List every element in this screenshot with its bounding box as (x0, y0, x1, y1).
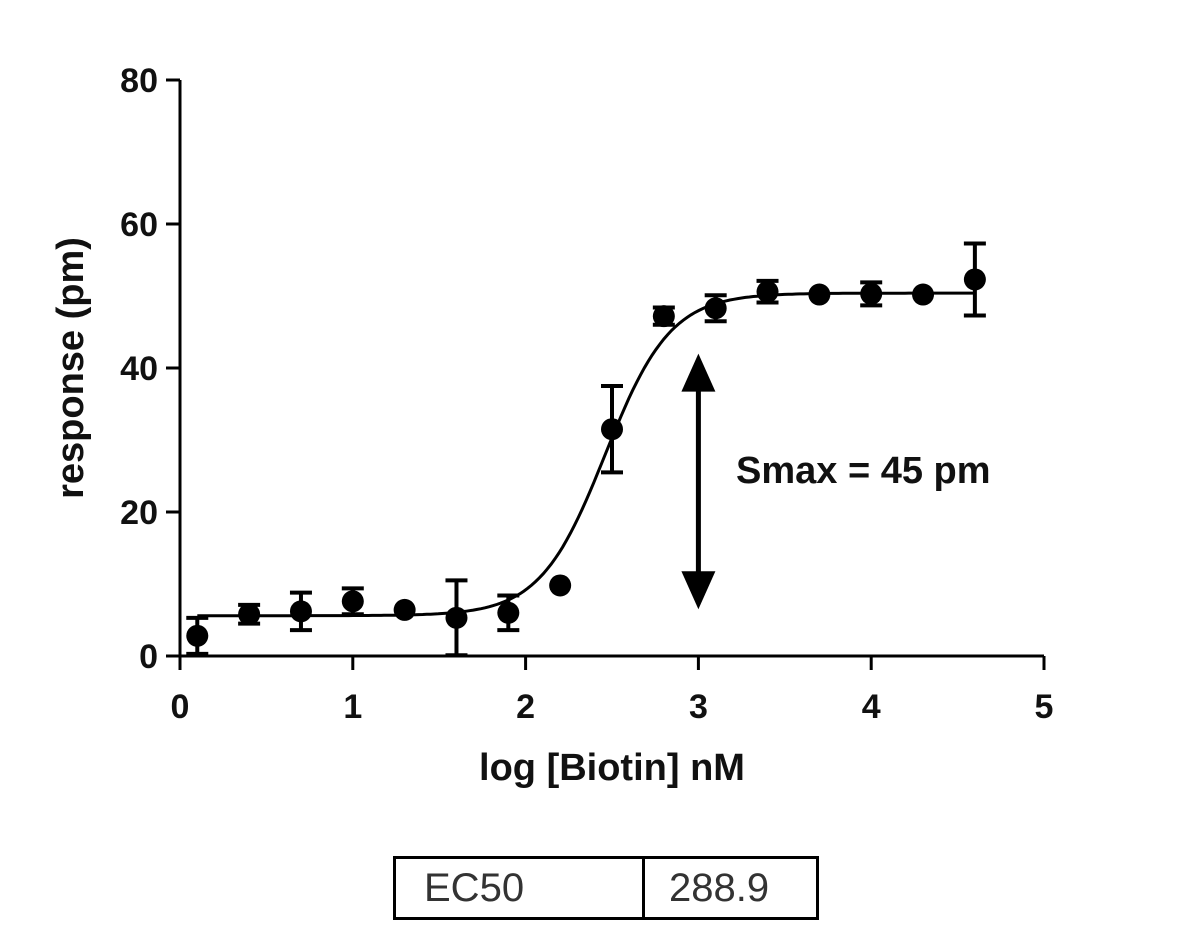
y-tick-label-60: 60 (120, 206, 158, 244)
data-point-12 (808, 283, 831, 306)
x-axis-title: log [Biotin] nM (479, 747, 745, 789)
data-point-5 (445, 606, 468, 629)
axes (178, 80, 1044, 658)
x-tick-label-2: 2 (516, 688, 535, 726)
smax-annotation: Smax = 45 pm (681, 353, 991, 610)
x-tick-label-5: 5 (1035, 688, 1054, 726)
x-tick-label-3: 3 (689, 688, 708, 726)
data-point-4 (393, 598, 416, 621)
data-point-8 (601, 418, 623, 441)
y-tick-label-40: 40 (120, 350, 158, 388)
y-axis-title: response (pm) (50, 237, 92, 499)
data-point-0 (186, 624, 209, 647)
data-point-15 (963, 268, 986, 291)
ec50-label: EC50 (396, 859, 645, 917)
data-points (186, 241, 986, 658)
fit-curve (197, 291, 975, 618)
smax-label: Smax = 45 pm (736, 450, 991, 492)
data-point-13 (860, 282, 883, 305)
data-point-9 (652, 305, 675, 328)
ec50-value: 288.9 (669, 865, 770, 910)
data-point-11 (756, 280, 779, 303)
data-point-6 (497, 601, 520, 624)
ticks: 0 1 2 3 4 5 0 20 40 60 80 (120, 62, 1053, 726)
x-tick-label-1: 1 (343, 688, 362, 726)
data-point-3 (341, 590, 364, 613)
arrow-head-up (681, 353, 716, 392)
data-point-7 (549, 574, 572, 597)
data-point-1 (238, 603, 261, 626)
dose-response-chart: 0 1 2 3 4 5 0 20 40 60 80 Smax = 45 pm log [Biotin… (50, 62, 1053, 789)
x-tick-label-0: 0 (171, 688, 190, 726)
data-point-14 (912, 283, 935, 306)
y-tick-label-20: 20 (120, 494, 158, 532)
data-point-2 (289, 600, 312, 623)
data-point-10 (704, 297, 727, 320)
y-tick-label-0: 0 (139, 638, 158, 676)
arrow-head-down (681, 571, 716, 610)
x-tick-label-4: 4 (862, 688, 881, 726)
results-table: EC50 288.9 (393, 856, 819, 920)
y-tick-label-80: 80 (120, 62, 158, 100)
